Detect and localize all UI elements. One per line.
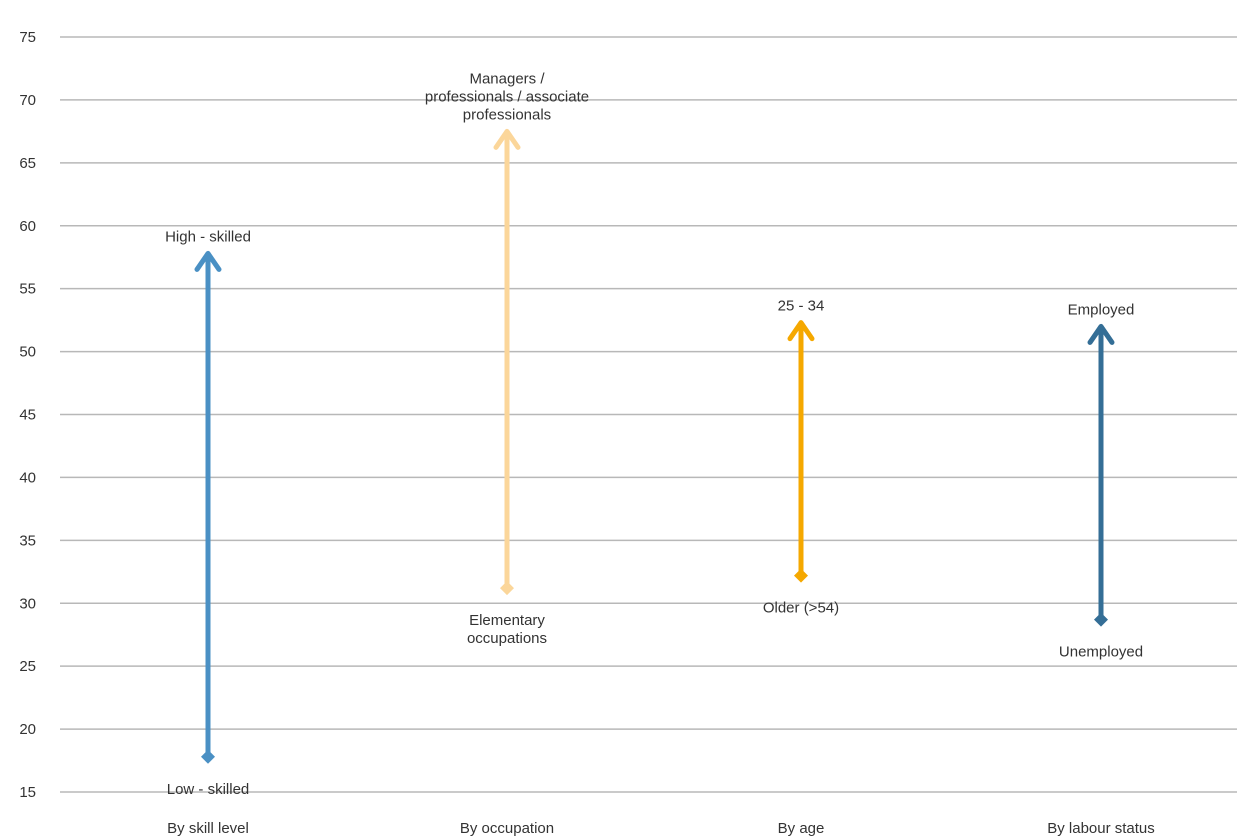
x-category-label: By occupation — [460, 820, 554, 837]
x-category-label: By skill level — [167, 820, 249, 837]
arrow-head — [493, 128, 521, 150]
high-label-line: professionals / associate — [425, 88, 589, 105]
low-label: Unemployed — [1059, 644, 1143, 661]
y-tick-label: 25 — [19, 658, 36, 675]
y-tick-label: 65 — [19, 155, 36, 172]
range-arrow — [1087, 323, 1115, 627]
low-marker — [1094, 612, 1108, 627]
low-label-line: Older (>54) — [763, 600, 839, 617]
high-label-line: 25 - 34 — [778, 298, 825, 315]
low-label: Elementary occupations — [467, 612, 547, 647]
low-marker — [794, 568, 808, 583]
y-tick-label: 60 — [19, 218, 36, 235]
arrow-head — [194, 250, 222, 272]
range-arrow — [194, 250, 222, 764]
high-label-line: High - skilled — [165, 228, 251, 245]
y-tick-label: 15 — [19, 784, 36, 801]
low-label-line: Elementary — [469, 612, 545, 629]
gridlines — [60, 36, 1237, 793]
x-axis-categories: By skill level By occupation By age By labo… — [167, 820, 1155, 837]
low-marker — [500, 581, 514, 596]
low-label-line: Low - skilled — [167, 781, 250, 798]
low-label: Low - skilled — [167, 781, 250, 798]
y-axis-ticks: 15 20 25 30 35 40 45 50 55 60 65 70 75 — [19, 29, 36, 801]
low-label-line: occupations — [467, 630, 547, 647]
y-tick-label: 40 — [19, 469, 36, 486]
arrow-head — [1087, 323, 1115, 345]
y-tick-label: 30 — [19, 595, 36, 612]
x-category-label: By age — [778, 820, 825, 837]
high-label-line: Managers / — [469, 70, 545, 87]
high-label: Managers / professionals / associate profe… — [425, 70, 589, 123]
low-label: Older (>54) — [763, 600, 839, 617]
low-label-line: Unemployed — [1059, 644, 1143, 661]
high-label: Employed — [1068, 301, 1135, 318]
range-arrows — [194, 128, 1115, 764]
high-label: 25 - 34 — [778, 298, 825, 315]
y-tick-label: 20 — [19, 721, 36, 738]
range-arrow — [787, 320, 815, 583]
arrow-head — [787, 320, 815, 342]
low-marker — [201, 749, 215, 764]
y-tick-label: 35 — [19, 532, 36, 549]
y-tick-label: 55 — [19, 281, 36, 298]
y-tick-label: 50 — [19, 344, 36, 361]
y-tick-label: 70 — [19, 92, 36, 109]
y-tick-label: 45 — [19, 407, 36, 424]
high-label-line: Employed — [1068, 301, 1135, 318]
high-label-line: professionals — [463, 106, 551, 123]
y-tick-label: 75 — [19, 29, 36, 46]
high-label: High - skilled — [165, 228, 251, 245]
range-arrow — [493, 128, 521, 596]
x-category-label: By labour status — [1047, 820, 1155, 837]
